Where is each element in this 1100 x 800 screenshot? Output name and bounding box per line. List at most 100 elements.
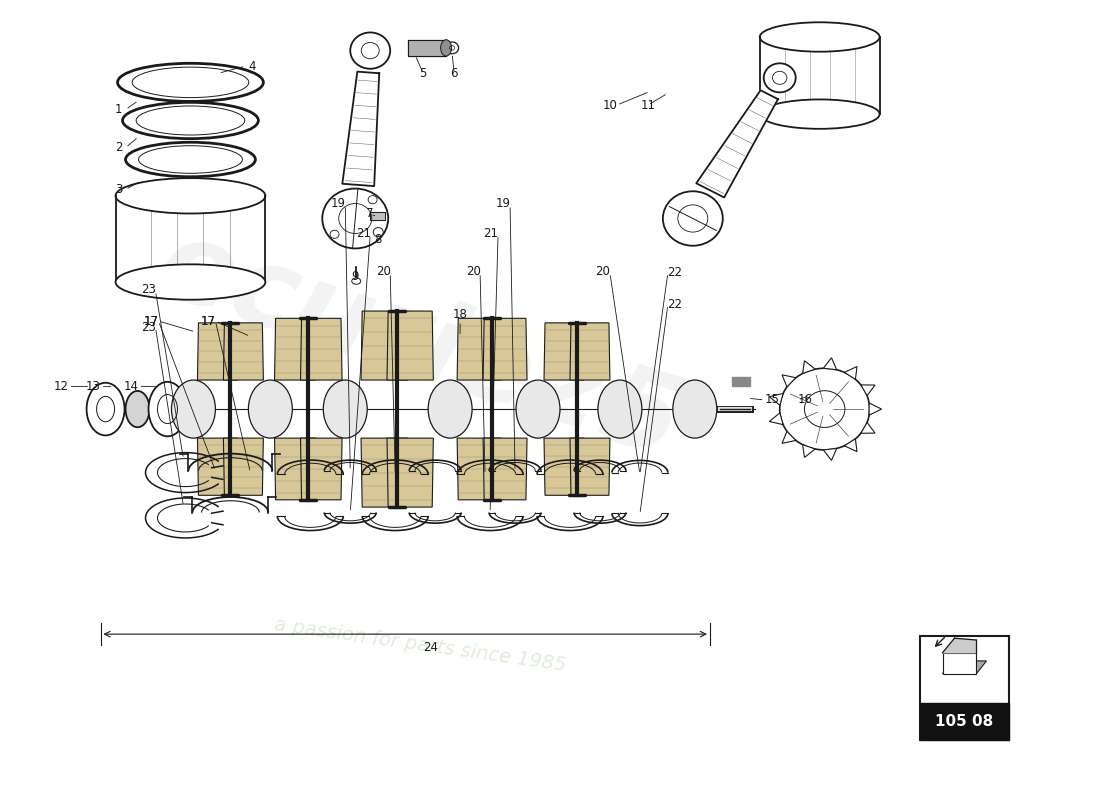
Ellipse shape <box>598 380 642 438</box>
Text: 14: 14 <box>124 380 139 393</box>
Polygon shape <box>869 403 881 415</box>
Text: 22: 22 <box>668 266 682 279</box>
Text: 20: 20 <box>465 265 481 278</box>
Polygon shape <box>387 438 433 507</box>
Text: 4: 4 <box>249 59 256 73</box>
Text: 22: 22 <box>668 298 682 311</box>
Text: 17: 17 <box>144 314 159 327</box>
Ellipse shape <box>116 178 265 214</box>
Text: 19: 19 <box>496 197 510 210</box>
Polygon shape <box>803 445 815 458</box>
Text: 24: 24 <box>422 642 438 654</box>
Polygon shape <box>696 90 778 198</box>
Polygon shape <box>223 323 263 380</box>
Ellipse shape <box>446 42 459 54</box>
Polygon shape <box>782 431 795 443</box>
Ellipse shape <box>428 380 472 438</box>
Ellipse shape <box>87 382 124 435</box>
Polygon shape <box>342 72 380 186</box>
Polygon shape <box>483 318 527 380</box>
Polygon shape <box>275 318 316 380</box>
Text: 3: 3 <box>114 183 122 196</box>
Text: 21: 21 <box>355 226 371 239</box>
Text: 20: 20 <box>595 265 610 278</box>
Polygon shape <box>943 638 977 653</box>
Polygon shape <box>823 358 837 370</box>
Polygon shape <box>920 702 1010 740</box>
Polygon shape <box>803 361 815 374</box>
Ellipse shape <box>373 227 383 237</box>
Ellipse shape <box>323 380 367 438</box>
Text: 20: 20 <box>376 265 390 278</box>
Text: 23: 23 <box>141 282 156 296</box>
Polygon shape <box>845 366 857 379</box>
Polygon shape <box>570 438 609 495</box>
Ellipse shape <box>350 33 390 69</box>
Polygon shape <box>861 385 876 396</box>
Polygon shape <box>458 318 502 380</box>
Text: 7: 7 <box>366 207 374 221</box>
Ellipse shape <box>148 382 187 436</box>
Ellipse shape <box>139 146 242 174</box>
Text: 10: 10 <box>603 98 617 111</box>
Text: a passion for parts since 1985: a passion for parts since 1985 <box>273 615 568 675</box>
Polygon shape <box>361 311 407 380</box>
Polygon shape <box>943 661 987 674</box>
Polygon shape <box>861 422 876 434</box>
Ellipse shape <box>663 191 723 246</box>
Polygon shape <box>845 439 857 452</box>
Text: 16: 16 <box>798 394 812 406</box>
Ellipse shape <box>116 264 265 300</box>
Text: 5: 5 <box>419 66 427 80</box>
Polygon shape <box>782 374 795 387</box>
Ellipse shape <box>673 380 717 438</box>
Polygon shape <box>197 438 238 495</box>
Polygon shape <box>544 323 584 380</box>
Ellipse shape <box>760 99 880 129</box>
Text: 13: 13 <box>86 380 101 393</box>
Ellipse shape <box>352 278 361 284</box>
Polygon shape <box>823 449 837 461</box>
Text: 8: 8 <box>374 233 382 246</box>
Polygon shape <box>371 212 385 220</box>
Text: 15: 15 <box>764 394 779 406</box>
Text: 17: 17 <box>144 314 159 327</box>
Polygon shape <box>197 323 238 380</box>
Polygon shape <box>275 438 316 500</box>
Ellipse shape <box>249 380 293 438</box>
Ellipse shape <box>322 189 388 249</box>
Polygon shape <box>387 311 433 380</box>
Text: 19: 19 <box>331 197 345 210</box>
Polygon shape <box>544 438 584 495</box>
Polygon shape <box>408 40 447 56</box>
Text: 1: 1 <box>114 103 122 116</box>
Text: 21: 21 <box>484 226 498 239</box>
Text: 17: 17 <box>201 314 216 327</box>
Polygon shape <box>483 438 527 500</box>
Ellipse shape <box>97 396 114 422</box>
Ellipse shape <box>763 63 795 92</box>
Ellipse shape <box>132 67 249 98</box>
Ellipse shape <box>136 106 245 135</box>
Ellipse shape <box>172 380 216 438</box>
FancyBboxPatch shape <box>920 636 1010 740</box>
Ellipse shape <box>125 391 150 427</box>
Polygon shape <box>943 653 977 674</box>
Ellipse shape <box>760 22 880 52</box>
Text: 23: 23 <box>141 321 156 334</box>
Polygon shape <box>458 438 502 500</box>
Polygon shape <box>361 438 407 507</box>
Polygon shape <box>769 394 783 406</box>
Polygon shape <box>769 413 783 425</box>
Text: 105 08: 105 08 <box>935 714 993 729</box>
Text: 18: 18 <box>453 308 468 321</box>
Polygon shape <box>300 318 342 380</box>
Ellipse shape <box>516 380 560 438</box>
Text: 11: 11 <box>640 98 656 111</box>
Polygon shape <box>300 438 342 500</box>
Text: 2: 2 <box>114 142 122 154</box>
Text: 6: 6 <box>450 66 458 80</box>
Text: 17: 17 <box>201 314 216 327</box>
Polygon shape <box>570 323 609 380</box>
Text: 9: 9 <box>352 270 359 283</box>
